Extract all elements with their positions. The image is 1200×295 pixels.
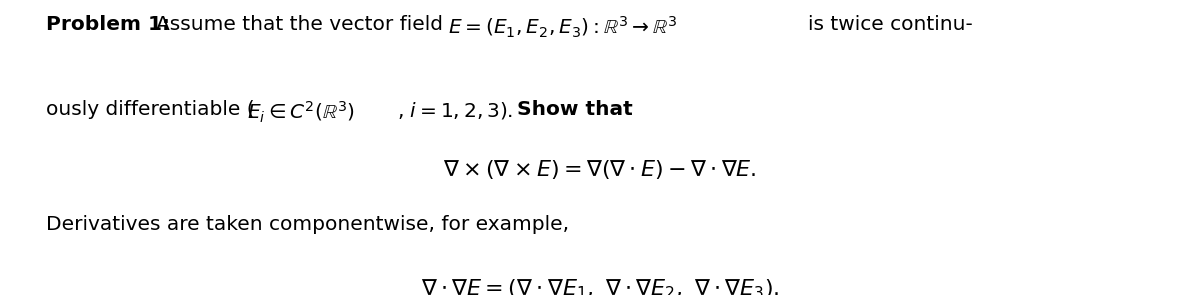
Text: ously differentiable (: ously differentiable ( [46,100,254,119]
Text: Derivatives are taken componentwise, for example,: Derivatives are taken componentwise, for… [46,215,569,234]
Text: Show that: Show that [517,100,632,119]
Text: Problem 1:: Problem 1: [46,15,169,34]
Text: $\nabla \cdot \nabla E = (\nabla \cdot \nabla E_1,\ \nabla \cdot \nabla E_2,\ \n: $\nabla \cdot \nabla E = (\nabla \cdot \… [421,277,779,295]
Text: $E = (E_1, E_2, E_3) : \mathbb{R}^3 \rightarrow \mathbb{R}^3$: $E = (E_1, E_2, E_3) : \mathbb{R}^3 \rig… [448,15,677,40]
Text: , $i = 1, 2, 3$).: , $i = 1, 2, 3$). [397,100,516,121]
Text: $E_i \in C^2(\mathbb{R}^3)$: $E_i \in C^2(\mathbb{R}^3)$ [247,100,355,125]
Text: Assume that the vector field: Assume that the vector field [156,15,443,34]
Text: $\nabla \times (\nabla \times E) = \nabla(\nabla \cdot E) - \nabla \cdot \nabla : $\nabla \times (\nabla \times E) = \nabl… [443,158,757,181]
Text: is twice continu-: is twice continu- [808,15,972,34]
